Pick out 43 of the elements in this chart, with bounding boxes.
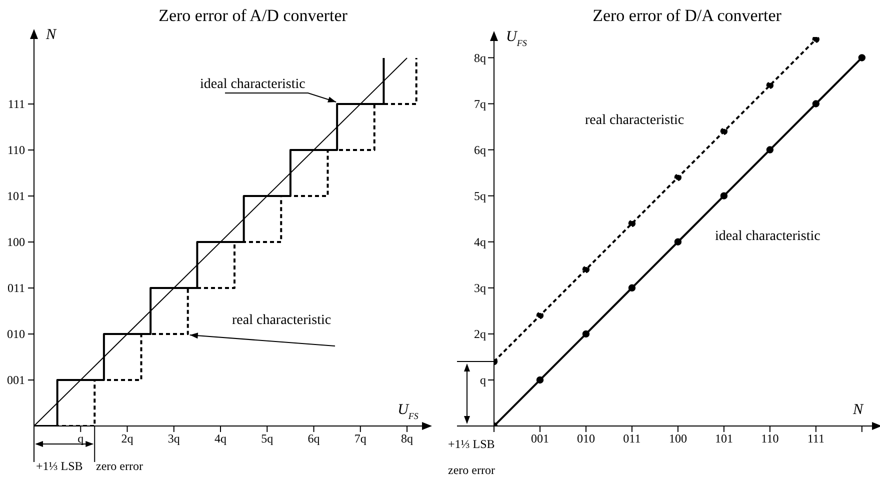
y-tick-label: 6q <box>474 143 486 158</box>
text: zero error <box>448 463 495 477</box>
y-tick-label: 3q <box>474 281 486 296</box>
text: ideal characteristic <box>200 77 306 92</box>
text: 100 <box>7 235 25 249</box>
x-tick-label: 3q <box>168 432 180 446</box>
x-tick-label: 011 <box>623 432 641 446</box>
x-axis-title: U$_{FS}$ <box>398 402 419 421</box>
x-tick-label: 5q <box>261 432 274 446</box>
y-tick-label: 4q <box>474 235 486 250</box>
y-tick-label: 7q <box>474 97 486 112</box>
x-tick-label: 101 <box>714 432 733 446</box>
text: 011 <box>7 281 25 295</box>
x-tick-label: 4q <box>214 432 227 446</box>
chart-title: Zero error of D/A converter <box>592 6 782 25</box>
y-tick-label: q <box>480 373 486 388</box>
text: zero error <box>96 459 143 473</box>
x-tick-label: 111 <box>807 432 824 446</box>
text: 010 <box>7 327 25 341</box>
y-axis-title: N <box>45 27 57 43</box>
x-tick-label: 001 <box>530 432 549 446</box>
text: +1⅓ LSB <box>36 459 83 473</box>
x-tick-label: 8q <box>401 432 414 446</box>
text: 001 <box>7 373 25 387</box>
series-label: real characteristic <box>232 313 332 328</box>
x-axis-title: N <box>852 402 864 418</box>
x-tick-label: 7q <box>354 432 366 446</box>
text: 101 <box>7 189 25 203</box>
series-label: ideal characteristic <box>715 229 820 244</box>
x-tick-label: 2q <box>121 432 134 446</box>
y-tick-label: 2q <box>474 327 486 342</box>
text: +1⅓ LSB <box>448 437 495 451</box>
x-tick-label: 110 <box>761 432 779 446</box>
text: real characteristic <box>585 113 684 128</box>
text: 110 <box>7 143 25 157</box>
x-tick-label: 010 <box>576 432 595 446</box>
text: 111 <box>8 97 25 111</box>
chart-title: Zero error of A/D converter <box>158 6 348 25</box>
x-tick-label: 100 <box>668 432 687 446</box>
y-tick-label: 8q <box>474 50 486 65</box>
x-tick-label: 6q <box>308 432 320 446</box>
y-axis-title: U$_{FS}$ <box>506 29 528 48</box>
y-tick-label: 5q <box>474 189 486 204</box>
